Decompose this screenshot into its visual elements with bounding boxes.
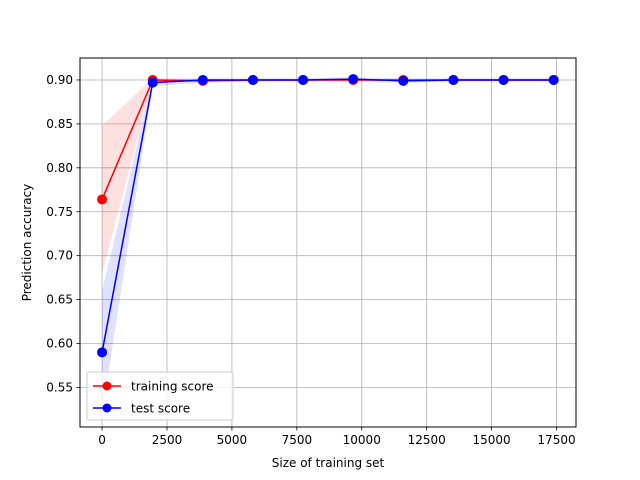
y-axis-label: Prediction accuracy xyxy=(20,184,34,302)
test-score-point xyxy=(348,74,359,85)
test-score-point xyxy=(298,74,309,85)
test-score-point xyxy=(498,74,509,85)
legend: training score test score xyxy=(86,371,234,421)
legend-training-score-marker xyxy=(102,381,112,391)
x-tick-label: 12500 xyxy=(408,433,446,447)
legend-training-score-label: training score xyxy=(131,380,214,394)
x-tick-label: 5000 xyxy=(217,433,248,447)
y-tick-label: 0.65 xyxy=(46,293,73,307)
test-score-line xyxy=(101,78,554,353)
x-tick-label: 15000 xyxy=(473,433,511,447)
x-tick-label: 17500 xyxy=(537,433,575,447)
test-score-point xyxy=(97,347,108,358)
y-tick-label: 0.60 xyxy=(46,337,73,351)
x-tick-label: 10000 xyxy=(343,433,381,447)
legend-test-score-label: test score xyxy=(131,402,190,416)
training-score-band xyxy=(102,78,554,274)
x-tick-label: 2500 xyxy=(152,433,183,447)
x-tick-label: 0 xyxy=(98,433,106,447)
test-score-point xyxy=(247,74,258,85)
test-score-point xyxy=(147,77,158,88)
test-score-point xyxy=(398,75,409,86)
test-score-point xyxy=(548,74,559,85)
test-score-point xyxy=(448,74,459,85)
axis-ticks: 0 2500 5000 7500 10000 12500 15000 17500 0.55 0.6… xyxy=(46,73,575,447)
test-score-point xyxy=(197,74,208,85)
training-score-point xyxy=(97,194,108,205)
y-tick-label: 0.75 xyxy=(46,205,73,219)
y-tick-label: 0.70 xyxy=(46,249,73,263)
y-tick-label: 0.90 xyxy=(46,73,73,87)
x-axis-label: Size of training set xyxy=(272,456,385,470)
legend-test-score-marker xyxy=(102,403,112,413)
x-tick-label: 7500 xyxy=(282,433,313,447)
y-tick-label: 0.85 xyxy=(46,117,73,131)
series-lines xyxy=(101,78,554,353)
y-tick-label: 0.55 xyxy=(46,380,73,394)
y-tick-label: 0.80 xyxy=(46,161,73,175)
legend-box xyxy=(86,371,234,421)
plot-frame xyxy=(79,57,577,428)
series-markers xyxy=(97,74,559,358)
